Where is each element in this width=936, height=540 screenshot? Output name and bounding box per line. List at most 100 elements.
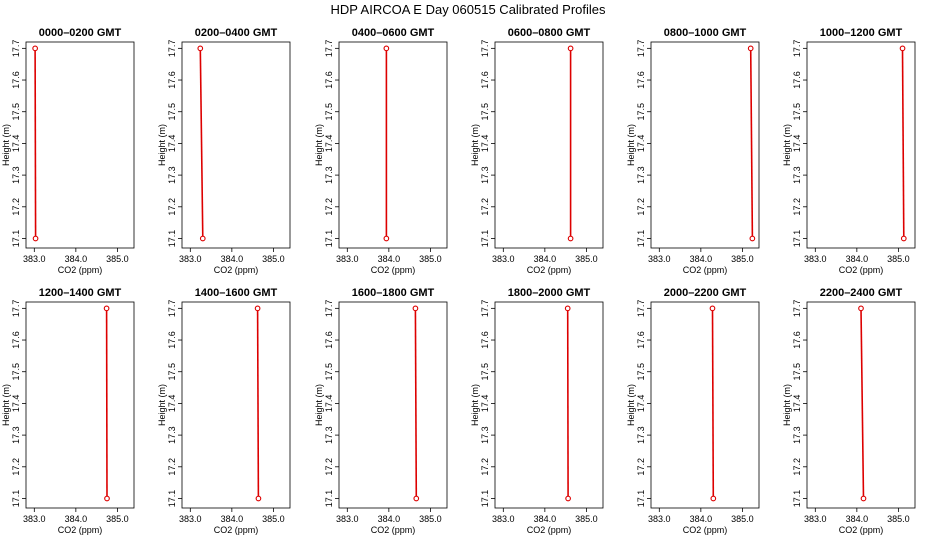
x-tick-label: 383.0 xyxy=(492,514,515,524)
y-tick-label: 17.6 xyxy=(324,71,334,89)
x-tick-label: 384.0 xyxy=(65,514,88,524)
y-axis-label: Height (m) xyxy=(1,384,11,426)
y-tick-label: 17.2 xyxy=(324,458,334,476)
panel-title: 0800–1000 GMT xyxy=(664,27,747,39)
y-tick-label: 17.1 xyxy=(636,490,646,508)
y-axis-label: Height (m) xyxy=(157,384,167,426)
x-tick-label: 384.0 xyxy=(378,514,401,524)
data-point xyxy=(412,305,419,312)
x-tick-label: 383.0 xyxy=(23,514,46,524)
data-point xyxy=(858,305,864,312)
y-tick-label: 17.7 xyxy=(636,300,646,318)
y-tick-label: 17.2 xyxy=(480,198,490,216)
y-tick-label: 17.5 xyxy=(324,103,334,121)
x-tick-label: 385.0 xyxy=(887,514,910,524)
data-point xyxy=(383,45,390,52)
y-tick-label: 17.7 xyxy=(480,300,490,318)
x-axis-label: CO2 (ppm) xyxy=(371,265,416,275)
y-tick-label: 17.4 xyxy=(11,395,21,413)
profile-line xyxy=(34,48,37,239)
x-axis-label: CO2 (ppm) xyxy=(527,525,572,535)
x-tick-label: 384.0 xyxy=(534,514,557,524)
panel: 0600–0800 GMT 383.0 384.0 385.0 17.1 17.2 17.3… xyxy=(470,27,604,275)
panel-title: 1000–1200 GMT xyxy=(820,27,903,39)
y-axis-label: Height (m) xyxy=(470,384,480,426)
x-axis-label: CO2 (ppm) xyxy=(839,265,884,275)
x-axis-label: CO2 (ppm) xyxy=(371,525,416,535)
panel: 1000–1200 GMT 383.0 384.0 385.0 17.1 17.2 17.3… xyxy=(782,27,916,275)
data-point xyxy=(900,235,907,242)
panel-title: 0000–0200 GMT xyxy=(39,27,122,39)
y-tick-label: 17.6 xyxy=(167,331,177,349)
data-point xyxy=(860,495,867,502)
x-tick-label: 383.0 xyxy=(179,514,202,524)
x-tick-label: 384.0 xyxy=(846,254,869,264)
y-tick-label: 17.3 xyxy=(167,166,177,184)
y-tick-label: 17.4 xyxy=(636,135,646,153)
data-point xyxy=(199,235,206,242)
x-axis-label: CO2 (ppm) xyxy=(527,265,572,275)
y-tick-label: 17.5 xyxy=(480,363,490,381)
x-axis-label: CO2 (ppm) xyxy=(683,265,728,275)
plot-frame xyxy=(338,301,448,509)
y-tick-label: 17.6 xyxy=(324,331,334,349)
y-tick-label: 17.3 xyxy=(636,166,646,184)
y-axis-label: Height (m) xyxy=(470,124,480,166)
y-tick-label: 17.7 xyxy=(636,40,646,58)
figure-title: HDP AIRCOA E Day 060515 Calibrated Profi… xyxy=(330,2,606,17)
profile-line xyxy=(711,308,715,499)
y-tick-label: 17.2 xyxy=(324,198,334,216)
panel-title: 0200–0400 GMT xyxy=(195,27,278,39)
data-point xyxy=(567,235,574,242)
y-tick-label: 17.1 xyxy=(480,230,490,248)
y-tick-label: 17.3 xyxy=(167,426,177,444)
data-point xyxy=(103,305,110,312)
y-tick-label: 17.7 xyxy=(792,40,802,58)
y-tick-label: 17.6 xyxy=(11,71,21,89)
panel-title: 0600–0800 GMT xyxy=(508,27,591,39)
y-tick-label: 17.6 xyxy=(11,331,21,349)
plot-frame xyxy=(494,301,604,509)
y-axis-label: Height (m) xyxy=(1,124,11,166)
x-tick-label: 385.0 xyxy=(731,514,754,524)
panel: 2000–2200 GMT 383.0 384.0 385.0 17.1 17.2 17.3… xyxy=(626,287,760,535)
data-point xyxy=(32,45,38,52)
y-tick-label: 17.5 xyxy=(167,363,177,381)
y-tick-label: 17.2 xyxy=(11,458,21,476)
data-point xyxy=(383,235,390,242)
profile-line xyxy=(901,48,905,239)
y-tick-label: 17.3 xyxy=(480,426,490,444)
profile-line xyxy=(860,308,865,499)
y-tick-label: 17.4 xyxy=(167,395,177,413)
data-point xyxy=(32,235,39,242)
x-tick-label: 383.0 xyxy=(804,514,827,524)
x-tick-label: 383.0 xyxy=(336,254,359,264)
y-tick-label: 17.3 xyxy=(324,426,334,444)
y-tick-label: 17.7 xyxy=(11,300,21,318)
x-tick-label: 383.0 xyxy=(23,254,46,264)
data-point xyxy=(567,45,574,52)
panel: 0200–0400 GMT 383.0 384.0 385.0 17.1 17.2 17.3… xyxy=(157,27,291,275)
panel: 1800–2000 GMT 383.0 384.0 385.0 17.1 17.2 17.3… xyxy=(470,287,604,535)
x-axis-label: CO2 (ppm) xyxy=(839,525,884,535)
y-tick-label: 17.4 xyxy=(636,395,646,413)
y-tick-label: 17.6 xyxy=(167,71,177,89)
plot-frame xyxy=(181,301,291,509)
plot-frame xyxy=(25,41,135,249)
data-point xyxy=(899,45,906,52)
profile-line xyxy=(749,48,754,239)
y-tick-label: 17.3 xyxy=(636,426,646,444)
x-tick-label: 384.0 xyxy=(690,254,713,264)
y-tick-label: 17.7 xyxy=(792,300,802,318)
y-tick-label: 17.7 xyxy=(167,300,177,318)
y-tick-label: 17.1 xyxy=(324,230,334,248)
x-tick-label: 384.0 xyxy=(690,514,713,524)
y-tick-label: 17.2 xyxy=(480,458,490,476)
plot-frame xyxy=(650,41,760,249)
y-tick-label: 17.6 xyxy=(480,331,490,349)
y-tick-label: 17.6 xyxy=(636,71,646,89)
x-tick-label: 383.0 xyxy=(492,254,515,264)
panel: 2200–2400 GMT 383.0 384.0 385.0 17.1 17.2 17.3… xyxy=(782,287,916,535)
y-tick-label: 17.1 xyxy=(792,490,802,508)
